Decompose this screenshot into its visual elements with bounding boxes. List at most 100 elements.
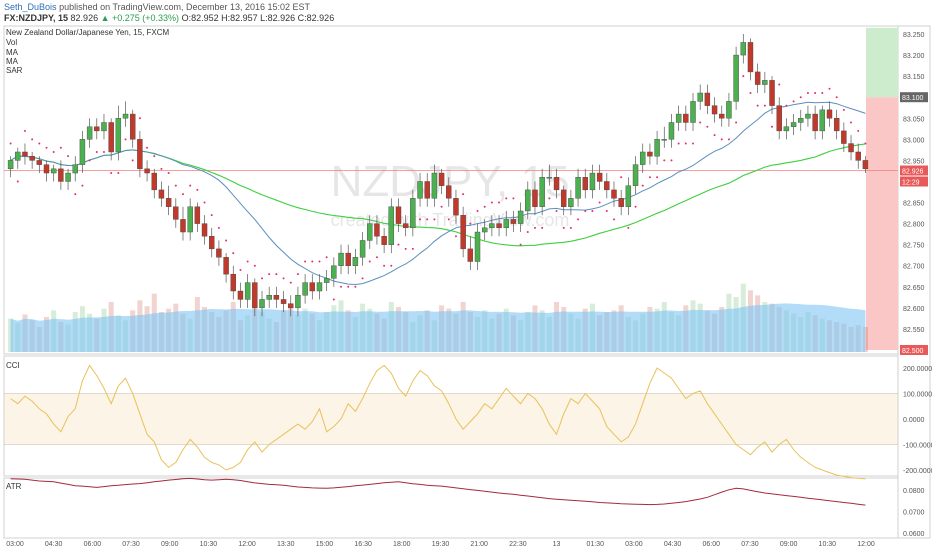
- candle-body: [158, 189, 165, 199]
- candle-body: [65, 172, 71, 182]
- candle-body: [841, 130, 847, 144]
- sar-dot: [160, 167, 163, 170]
- volume-ma-area: [10, 303, 866, 352]
- sar-dot: [340, 285, 343, 288]
- cci-tick: 200.0000: [903, 366, 932, 373]
- sar-dot: [239, 268, 242, 271]
- candle-body: [833, 118, 840, 132]
- candle-body: [417, 181, 423, 199]
- sar-dot: [591, 209, 594, 212]
- candle-body: [517, 210, 524, 224]
- sar-dot: [857, 129, 860, 132]
- candle-body: [395, 206, 402, 224]
- countdown-label: 12:29: [902, 180, 920, 187]
- candle-body: [675, 113, 682, 123]
- sar-dot: [390, 264, 393, 267]
- sar-dot: [656, 176, 659, 179]
- sar-dot: [289, 281, 292, 284]
- candle-body: [438, 172, 445, 186]
- sar-dot: [821, 91, 824, 94]
- sar-dot: [368, 260, 371, 263]
- symbol-quote: FX:NZDJPY, 15 82.926 ▲ +0.275 (+0.33%) O…: [4, 13, 334, 23]
- sar-dot: [23, 129, 26, 132]
- last-price: 82.926: [70, 13, 99, 23]
- sar-dot: [153, 155, 156, 158]
- sar-dot: [569, 226, 572, 229]
- time-tick: 13:30: [277, 541, 295, 548]
- candle-body: [273, 295, 280, 300]
- sar-dot: [325, 256, 328, 259]
- candle-body: [719, 113, 725, 119]
- candle-body: [367, 223, 373, 241]
- candle-body: [783, 126, 790, 132]
- sar-dot: [605, 209, 608, 212]
- candle-body: [647, 151, 653, 157]
- sar-dot: [210, 214, 213, 217]
- candle-body: [101, 122, 107, 132]
- candle-body: [560, 189, 567, 207]
- candle-body: [94, 126, 100, 132]
- candle-body: [690, 101, 696, 123]
- candle-body: [640, 151, 646, 165]
- sar-dot: [174, 184, 177, 187]
- author-link[interactable]: Seth_DuBois: [4, 2, 57, 12]
- legend-vol[interactable]: Vol: [6, 38, 17, 47]
- candle-body: [194, 206, 201, 224]
- candle-body: [359, 240, 366, 258]
- candle-body: [165, 198, 172, 207]
- sar-dot: [296, 273, 299, 276]
- candle-body: [733, 54, 739, 102]
- sar-dot: [648, 176, 651, 179]
- candle-body: [374, 223, 380, 237]
- sar-dot: [778, 83, 781, 86]
- candle-body: [510, 219, 517, 224]
- sar-dot: [217, 226, 220, 229]
- candle-body: [79, 139, 86, 165]
- sar-dot: [670, 159, 673, 162]
- price-scale[interactable]: [897, 25, 931, 539]
- sar-dot: [785, 104, 788, 107]
- sar-dot: [771, 125, 774, 128]
- price-tick: 82.750: [903, 243, 925, 250]
- atr-tick: 0.0800: [903, 488, 925, 495]
- sar-dot: [498, 201, 501, 204]
- sar-dot: [483, 205, 486, 208]
- sar-dot: [117, 172, 120, 175]
- candle-body: [532, 189, 538, 207]
- candle-body: [237, 290, 244, 300]
- sar-dot: [756, 104, 759, 107]
- legend-sar[interactable]: SAR: [6, 66, 23, 75]
- candle-body: [201, 223, 208, 237]
- candle-body: [137, 139, 143, 170]
- sar-dot: [189, 184, 192, 187]
- sar-dot: [735, 121, 738, 124]
- atr-pane[interactable]: [3, 477, 899, 539]
- time-tick: 22:30: [509, 541, 527, 548]
- price-tick: 82.800: [903, 222, 925, 229]
- sar-dot: [196, 188, 199, 191]
- cci-pane[interactable]: [3, 355, 899, 477]
- candle-body: [726, 101, 732, 119]
- sar-dot: [426, 218, 429, 221]
- sar-dot: [512, 197, 515, 200]
- time-tick: 13: [553, 541, 561, 548]
- price-tick: 83.000: [903, 137, 925, 144]
- candle-body: [288, 303, 294, 309]
- target-loss-zone: [866, 97, 898, 350]
- sar-dot: [261, 277, 264, 280]
- current-price-label-bg: [900, 165, 928, 176]
- candle-body: [302, 282, 308, 296]
- sar-dot: [577, 218, 580, 221]
- sar-dot: [727, 138, 730, 141]
- candle-body: [460, 214, 466, 250]
- sar-dot: [275, 273, 278, 276]
- sar-dot: [541, 226, 544, 229]
- sar-dot: [562, 226, 565, 229]
- sar-dot: [612, 218, 615, 221]
- legend-ma-1[interactable]: MA: [6, 48, 19, 57]
- legend-ma-2[interactable]: MA: [6, 57, 19, 66]
- candle-body: [431, 172, 438, 199]
- sar-dot: [383, 264, 386, 267]
- candle-body: [747, 42, 754, 73]
